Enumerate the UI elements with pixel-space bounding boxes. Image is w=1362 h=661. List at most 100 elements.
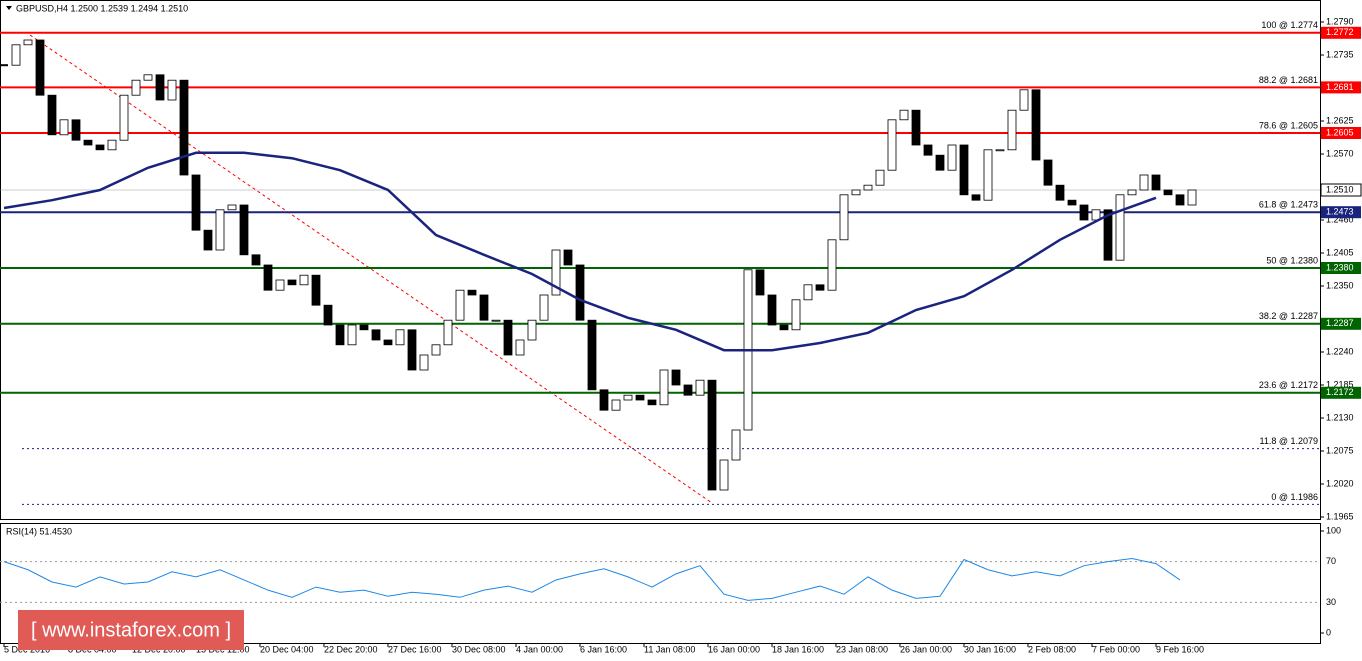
candle (611, 399, 621, 411)
price-tag (1321, 317, 1361, 330)
candle (803, 284, 813, 301)
rsi-line (3, 558, 1181, 601)
y-tick-label: 1.2405 (1326, 247, 1354, 257)
y-tick-label: 1.2240 (1326, 346, 1354, 356)
candle (659, 369, 669, 406)
y-tick-label: 1.2460 (1326, 214, 1354, 224)
y-tick-label: 1.2075 (1326, 445, 1354, 455)
candle (767, 294, 777, 326)
rsi-title: RSI(14) 51.4530 (6, 526, 72, 536)
candle (947, 144, 957, 171)
candle (11, 44, 21, 66)
candle (131, 79, 141, 96)
candle (1175, 194, 1185, 206)
candle (671, 369, 681, 386)
candle (215, 209, 225, 251)
price-tag (1321, 386, 1361, 399)
candle (311, 274, 321, 306)
candle (1019, 89, 1029, 111)
candle (407, 329, 417, 371)
candle (491, 319, 501, 322)
candle (287, 279, 297, 286)
candle (1115, 194, 1125, 261)
x-tick-label: 7 Feb 00:00 (1092, 644, 1140, 654)
header: GBPUSD,H4 1.2500 1.2539 1.2494 1.2510 (16, 3, 188, 13)
candle (1187, 189, 1197, 206)
candle (1151, 174, 1161, 191)
rsi-tick-label: 100 (1326, 525, 1341, 535)
candle (575, 264, 585, 321)
y-tick-label: 1.2020 (1326, 478, 1354, 488)
y-tick-label: 1.2735 (1326, 49, 1354, 59)
candle (479, 294, 489, 321)
candle (251, 254, 261, 266)
last-price-label: 1.2510 (1326, 184, 1354, 194)
candle (467, 289, 477, 296)
y-tick-label: 1.1965 (1326, 511, 1354, 521)
price-tag (1321, 26, 1361, 39)
candle (119, 94, 129, 141)
candle (275, 279, 285, 291)
price-tag (1321, 262, 1361, 274)
candle (755, 269, 765, 296)
candle (1055, 184, 1065, 201)
price-tag-label: 1.2605 (1326, 127, 1354, 137)
x-tick-label: 2 Feb 08:00 (1028, 644, 1076, 654)
candle (1079, 204, 1089, 221)
candle (71, 119, 81, 141)
candle (59, 119, 69, 136)
candle (527, 319, 537, 341)
candle (443, 319, 453, 346)
watermark-box (18, 610, 244, 650)
x-tick-label: 30 Dec 08:00 (452, 644, 506, 654)
candle (1031, 89, 1041, 161)
candle (815, 284, 825, 291)
candle (1007, 109, 1017, 151)
price-tag (1321, 206, 1361, 219)
candle (47, 94, 57, 136)
moving-average (3, 151, 1157, 352)
candle (419, 354, 429, 371)
candle (299, 274, 309, 286)
candle (695, 379, 705, 396)
level-label: 23.6 @ 1.2172 (1259, 380, 1318, 390)
price-tag-label: 1.2772 (1326, 27, 1354, 37)
x-tick-label: 23 Jan 08:00 (836, 644, 888, 654)
candle (107, 139, 117, 151)
rsi-tick-label: 70 (1326, 556, 1336, 566)
candle (143, 74, 153, 81)
candle (887, 119, 897, 171)
candle (155, 74, 165, 101)
x-tick-label: 6 Jan 16:00 (580, 644, 627, 654)
candle (923, 144, 933, 156)
candle (599, 389, 609, 411)
candle (263, 264, 273, 291)
candle (23, 39, 33, 46)
candle (383, 339, 393, 346)
candle (551, 249, 561, 296)
candle (995, 149, 1005, 152)
y-tick-label: 1.2185 (1326, 379, 1354, 389)
candle (431, 344, 441, 356)
candle (515, 339, 525, 356)
x-tick-label: 30 Jan 16:00 (964, 644, 1016, 654)
level-label: 0 @ 1.1986 (1271, 492, 1318, 502)
candle (1091, 209, 1101, 221)
x-tick-label: 11 Jan 08:00 (644, 644, 695, 654)
candle (347, 324, 357, 346)
y-tick-label: 1.2625 (1326, 115, 1354, 125)
y-tick-label: 1.2350 (1326, 280, 1354, 290)
candle (1127, 189, 1137, 196)
candle (899, 109, 909, 121)
candle (635, 394, 645, 401)
candle (875, 169, 885, 186)
candle (623, 394, 633, 401)
price-tag-label: 1.2380 (1326, 262, 1354, 272)
rsi-tick-label: 30 (1326, 597, 1336, 607)
last-price-tag (1320, 183, 1362, 197)
candle (371, 329, 381, 341)
y-tick-label: 1.2570 (1326, 148, 1354, 158)
candle (1103, 209, 1113, 261)
